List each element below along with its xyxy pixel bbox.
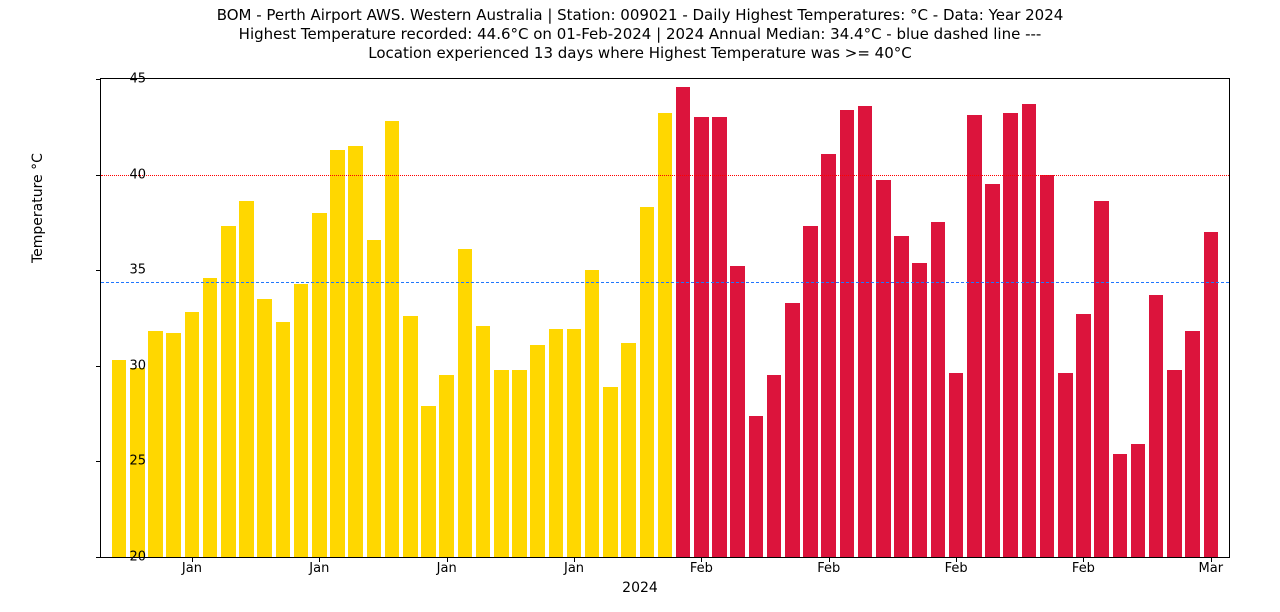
bar [385, 121, 400, 557]
bar [1131, 444, 1146, 557]
bar [1058, 373, 1073, 557]
bar [221, 226, 236, 557]
ytick-mark [96, 270, 101, 271]
chart-figure: BOM - Perth Airport AWS. Western Austral… [0, 0, 1280, 612]
bar [821, 154, 836, 557]
bar [912, 263, 927, 557]
ytick-label: 35 [106, 263, 146, 278]
bar [749, 416, 764, 557]
bar [1094, 201, 1109, 557]
bar [185, 312, 200, 557]
bar [166, 333, 181, 557]
bar [967, 115, 982, 557]
bars-container [101, 79, 1229, 557]
bar [276, 322, 291, 557]
reference-line [101, 282, 1229, 283]
bar [257, 299, 272, 557]
bar [1076, 314, 1091, 557]
xtick-label: Feb [1072, 561, 1095, 576]
ytick-mark [96, 366, 101, 367]
xtick-label: Feb [945, 561, 968, 576]
bar [1113, 454, 1128, 557]
bar [840, 110, 855, 557]
bar [403, 316, 418, 557]
bar [494, 370, 509, 557]
bar [1022, 104, 1037, 557]
bar [203, 278, 218, 557]
bar [985, 184, 1000, 557]
ytick-label: 25 [106, 454, 146, 469]
ytick-mark [96, 79, 101, 80]
bar [1003, 113, 1018, 557]
chart-title: BOM - Perth Airport AWS. Western Austral… [0, 6, 1280, 62]
xtick-label: Feb [690, 561, 713, 576]
bar [458, 249, 473, 557]
y-axis-label: Temperature °C [30, 153, 46, 263]
ytick-mark [96, 557, 101, 558]
xtick-label: Jan [437, 561, 457, 576]
bar [439, 375, 454, 557]
ytick-label: 20 [106, 550, 146, 565]
bar [530, 345, 545, 557]
ytick-mark [96, 175, 101, 176]
bar [1149, 295, 1164, 557]
xtick-label: Jan [564, 561, 584, 576]
bar [1185, 331, 1200, 557]
x-axis-label: 2024 [0, 580, 1280, 596]
bar [876, 180, 891, 557]
bar [785, 303, 800, 557]
reference-line [101, 175, 1229, 176]
bar [239, 201, 254, 557]
ytick-label: 30 [106, 358, 146, 373]
xtick-label: Mar [1199, 561, 1224, 576]
xtick-label: Jan [309, 561, 329, 576]
bar [567, 329, 582, 557]
bar [894, 236, 909, 557]
bar [1167, 370, 1182, 557]
xtick-label: Jan [182, 561, 202, 576]
title-line-2: Highest Temperature recorded: 44.6°C on … [0, 25, 1280, 44]
title-line-1: BOM - Perth Airport AWS. Western Austral… [0, 6, 1280, 25]
ytick-label: 45 [106, 72, 146, 87]
bar [312, 213, 327, 557]
bar [949, 373, 964, 557]
bar [585, 270, 600, 557]
plot-area: JanJanJanJanFebFebFebFebMar [100, 78, 1230, 558]
bar [367, 240, 382, 557]
bar [658, 113, 673, 557]
ytick-mark [96, 461, 101, 462]
bar [676, 87, 691, 557]
bar [603, 387, 618, 557]
bar [294, 284, 309, 557]
bar [767, 375, 782, 557]
bar [640, 207, 655, 557]
bar [421, 406, 436, 557]
bar [1040, 175, 1055, 557]
bar [330, 150, 345, 557]
title-line-3: Location experienced 13 days where Highe… [0, 44, 1280, 63]
bar [730, 266, 745, 557]
bar [621, 343, 636, 557]
bar [712, 117, 727, 557]
xtick-label: Feb [817, 561, 840, 576]
bar [549, 329, 564, 557]
bar [348, 146, 363, 557]
bar [694, 117, 709, 557]
bar [803, 226, 818, 557]
bar [512, 370, 527, 557]
bar [858, 106, 873, 557]
ytick-label: 40 [106, 167, 146, 182]
bar [931, 222, 946, 557]
bar [148, 331, 163, 557]
bar [476, 326, 491, 557]
